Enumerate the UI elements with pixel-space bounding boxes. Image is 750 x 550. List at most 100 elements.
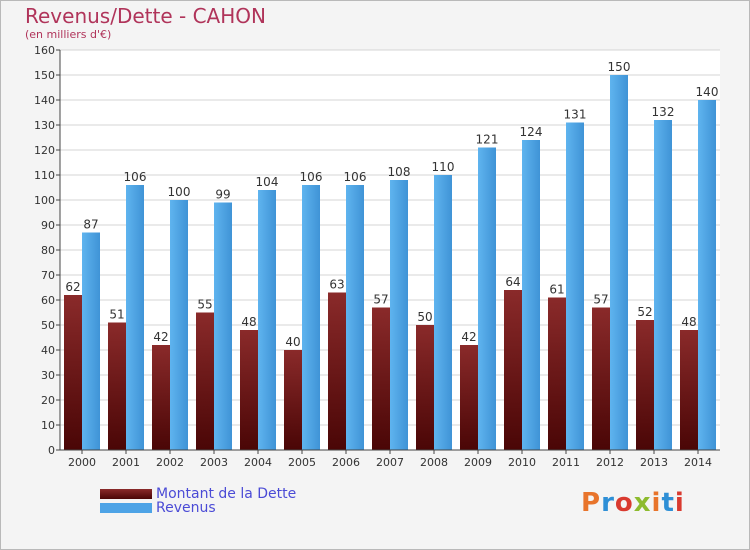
logo-letter: t xyxy=(661,488,675,518)
legend-item-debt: Montant de la Dette xyxy=(100,486,297,502)
x-tick-label-2003: 2003 xyxy=(200,456,228,469)
x-tick-label-2000: 2000 xyxy=(68,456,96,469)
data-label-dette-2001: 51 xyxy=(109,308,124,322)
bar-revenus-2006 xyxy=(346,185,364,450)
y-tick-label: 10 xyxy=(41,419,55,432)
bar-revenus-2002 xyxy=(170,200,188,450)
data-label-dette-2005: 40 xyxy=(285,335,300,349)
bar-dette-2000 xyxy=(64,295,82,450)
x-tick-label-2002: 2002 xyxy=(156,456,184,469)
data-label-revenus-2004: 104 xyxy=(256,175,279,189)
x-tick-label-2010: 2010 xyxy=(508,456,536,469)
y-tick-label: 70 xyxy=(41,269,55,282)
bar-dette-2001 xyxy=(108,322,126,450)
bar-revenus-2014 xyxy=(698,100,716,450)
data-label-dette-2002: 42 xyxy=(153,330,168,344)
legend-item-revenus: Revenus xyxy=(100,500,216,516)
bar-dette-2004 xyxy=(240,330,258,450)
x-tick-label-2012: 2012 xyxy=(596,456,624,469)
chart-title: Revenus/Dette - CAHON xyxy=(25,4,266,28)
bar-revenus-2012 xyxy=(610,75,628,450)
x-tick-label-2007: 2007 xyxy=(376,456,404,469)
chart-subtitle: (en milliers d'€) xyxy=(25,28,112,41)
y-tick-label: 50 xyxy=(41,319,55,332)
y-tick-label: 120 xyxy=(34,144,55,157)
data-label-dette-2000: 62 xyxy=(65,280,80,294)
data-label-dette-2003: 55 xyxy=(197,298,212,312)
data-label-revenus-2007: 108 xyxy=(388,165,411,179)
x-tick-label-2009: 2009 xyxy=(464,456,492,469)
data-label-dette-2006: 63 xyxy=(329,278,344,292)
bar-dette-2006 xyxy=(328,292,346,450)
bar-revenus-2001 xyxy=(126,185,144,450)
data-label-revenus-2005: 106 xyxy=(300,170,323,184)
legend-label-revenus: Revenus xyxy=(156,500,216,516)
x-tick-label-2013: 2013 xyxy=(640,456,668,469)
y-tick-label: 60 xyxy=(41,294,55,307)
y-tick-label: 110 xyxy=(34,169,55,182)
legend-swatch-debt xyxy=(100,489,152,499)
bar-dette-2003 xyxy=(196,312,214,450)
bar-dette-2009 xyxy=(460,345,478,450)
y-tick-label: 30 xyxy=(41,369,55,382)
y-tick-label: 90 xyxy=(41,219,55,232)
bar-revenus-2009 xyxy=(478,147,496,450)
data-label-revenus-2010: 124 xyxy=(520,125,543,139)
bar-revenus-2004 xyxy=(258,190,276,450)
y-tick-label: 20 xyxy=(41,394,55,407)
bar-dette-2012 xyxy=(592,307,610,450)
legend-label-debt: Montant de la Dette xyxy=(156,486,297,502)
x-tick-label-2011: 2011 xyxy=(552,456,580,469)
x-tick-label-2008: 2008 xyxy=(420,456,448,469)
x-tick-label-2014: 2014 xyxy=(684,456,712,469)
bar-dette-2005 xyxy=(284,350,302,450)
data-label-dette-2012: 57 xyxy=(593,293,608,307)
data-label-dette-2014: 48 xyxy=(681,315,696,329)
y-tick-label: 40 xyxy=(41,344,55,357)
x-tick-label-2004: 2004 xyxy=(244,456,272,469)
data-label-revenus-2001: 106 xyxy=(124,170,147,184)
legend-swatch-revenus xyxy=(100,503,152,513)
data-label-revenus-2012: 150 xyxy=(608,60,631,74)
data-label-revenus-2013: 132 xyxy=(652,105,675,119)
data-label-dette-2011: 61 xyxy=(549,283,564,297)
logo-letter: i xyxy=(651,488,662,518)
proxiti-logo: Proxiti xyxy=(581,488,685,518)
logo-letter: o xyxy=(614,488,634,518)
data-label-dette-2010: 64 xyxy=(505,275,520,289)
bar-dette-2007 xyxy=(372,307,390,450)
bar-revenus-2000 xyxy=(82,232,100,450)
bar-revenus-2010 xyxy=(522,140,540,450)
bar-revenus-2003 xyxy=(214,202,232,450)
y-tick-label: 0 xyxy=(48,444,55,457)
data-label-revenus-2000: 87 xyxy=(83,218,98,232)
y-tick-label: 160 xyxy=(34,44,55,57)
x-tick-label-2006: 2006 xyxy=(332,456,360,469)
logo-letter: x xyxy=(633,488,652,518)
y-tick-label: 80 xyxy=(41,244,55,257)
bar-revenus-2007 xyxy=(390,180,408,450)
data-label-dette-2007: 57 xyxy=(373,293,388,307)
y-tick-label: 130 xyxy=(34,119,55,132)
y-tick-label: 150 xyxy=(34,69,55,82)
data-label-dette-2004: 48 xyxy=(241,315,256,329)
x-tick-label-2005: 2005 xyxy=(288,456,316,469)
data-label-revenus-2002: 100 xyxy=(168,185,191,199)
bar-dette-2014 xyxy=(680,330,698,450)
data-label-revenus-2003: 99 xyxy=(215,188,230,202)
data-label-revenus-2011: 131 xyxy=(564,108,587,122)
data-label-dette-2008: 50 xyxy=(417,310,432,324)
y-tick-label: 140 xyxy=(34,94,55,107)
bar-revenus-2008 xyxy=(434,175,452,450)
bar-dette-2002 xyxy=(152,345,170,450)
logo-letter: i xyxy=(674,488,685,518)
bar-revenus-2013 xyxy=(654,120,672,450)
data-label-dette-2013: 52 xyxy=(637,305,652,319)
bar-dette-2011 xyxy=(548,297,566,450)
y-tick-label: 100 xyxy=(34,194,55,207)
x-tick-label-2001: 2001 xyxy=(112,456,140,469)
bar-dette-2013 xyxy=(636,320,654,450)
bar-dette-2010 xyxy=(504,290,522,450)
bar-dette-2008 xyxy=(416,325,434,450)
